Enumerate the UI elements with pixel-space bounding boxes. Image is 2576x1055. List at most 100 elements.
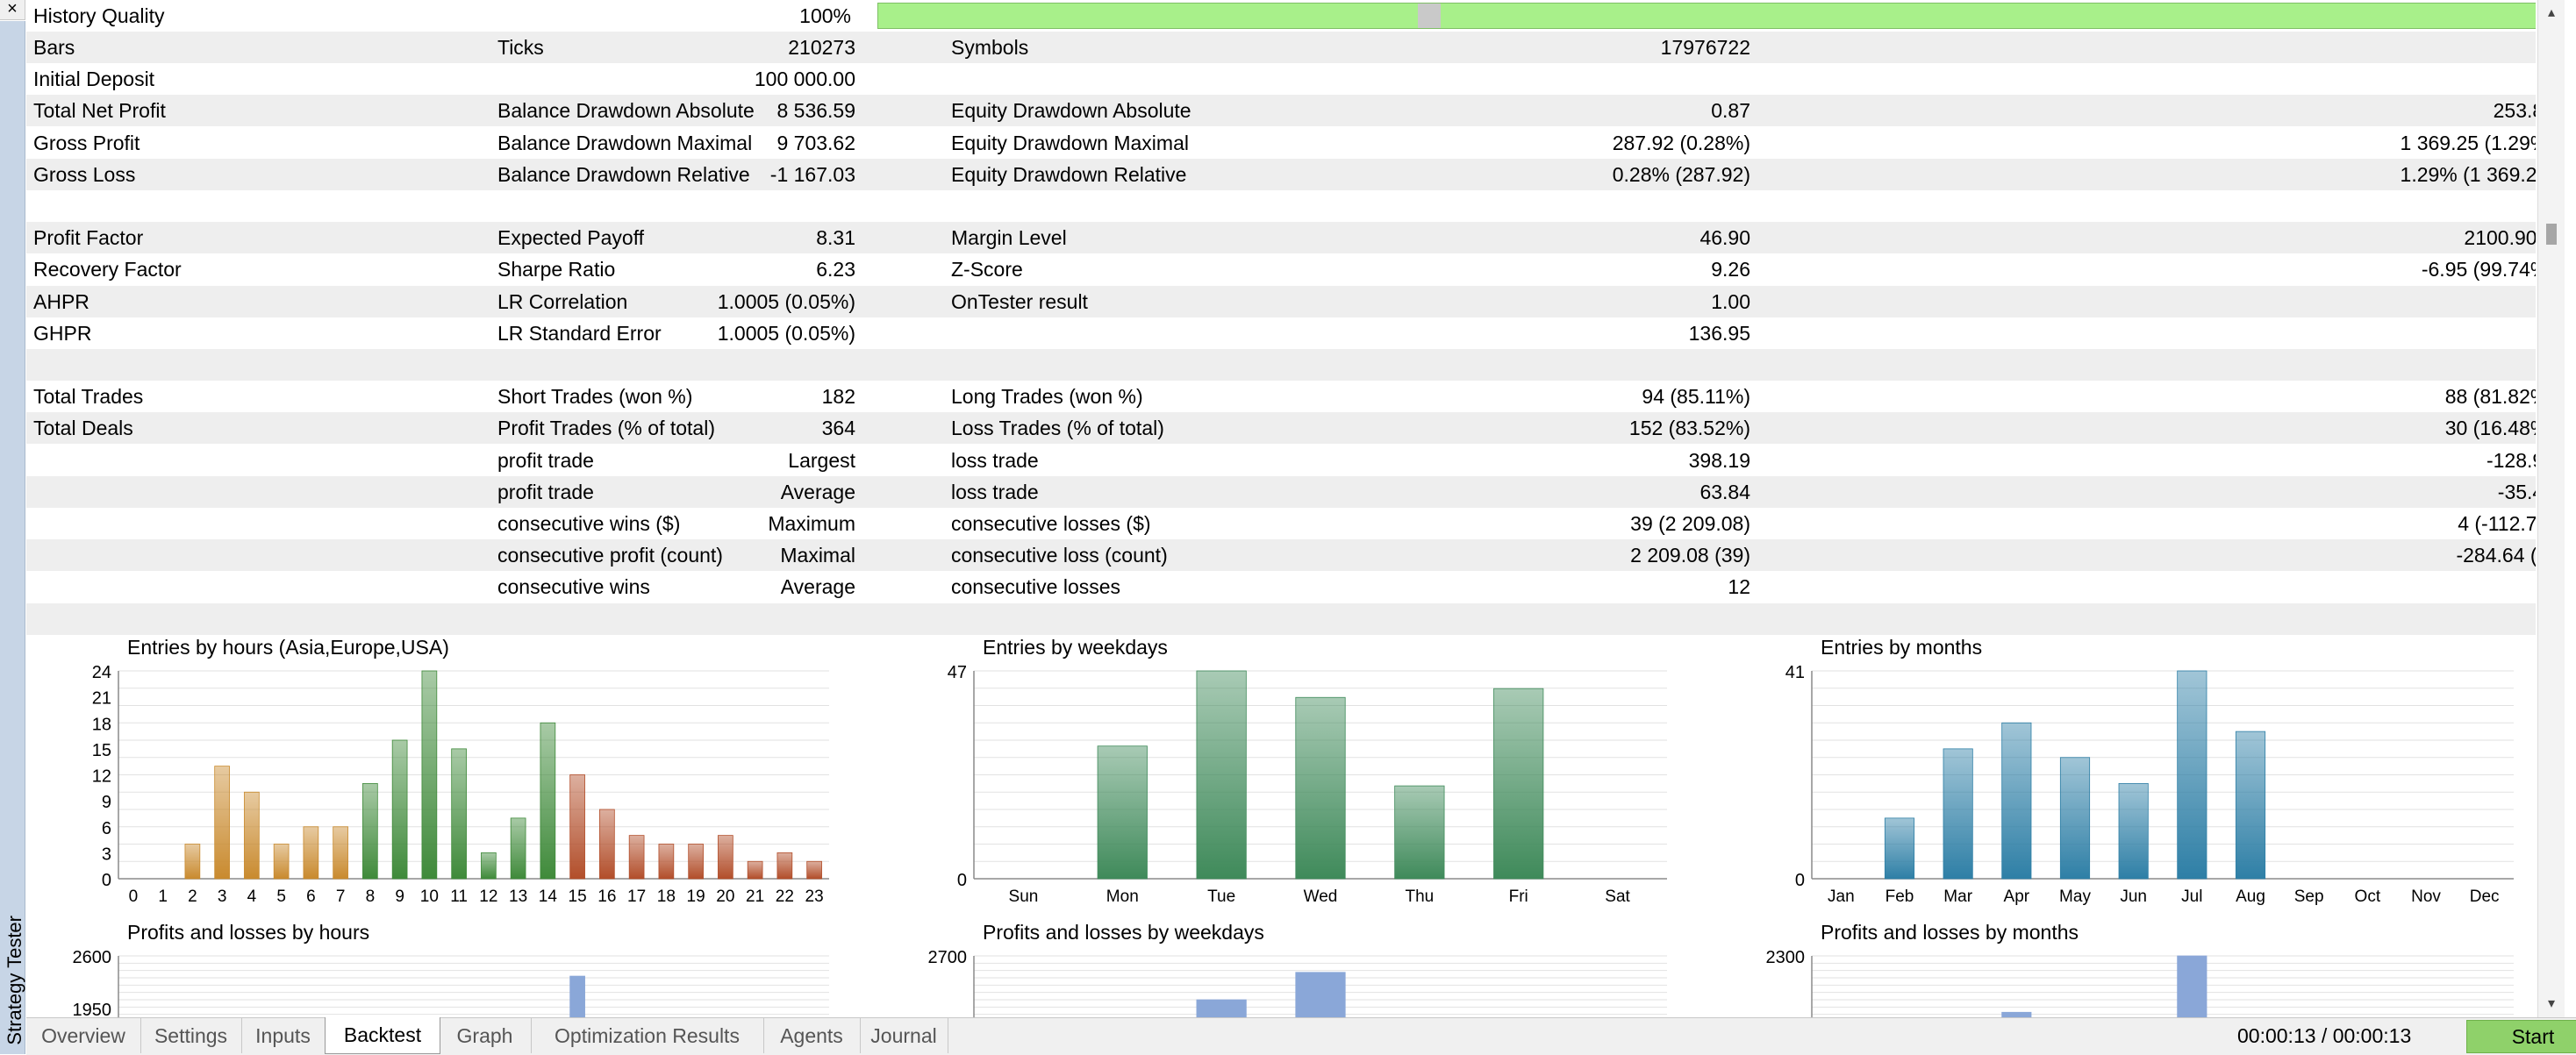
report-cell: Equity Drawdown Relative xyxy=(951,162,1187,186)
bar xyxy=(658,844,675,880)
report-cell: consecutive profit (count) xyxy=(497,544,723,567)
y-tick-label: 6 xyxy=(102,819,111,838)
bar xyxy=(2001,1011,2032,1017)
y-tick-label: 0 xyxy=(957,871,967,890)
y-tick-label: 2600 xyxy=(73,948,112,967)
tab-graph[interactable]: Graph xyxy=(439,1018,532,1053)
report-cell: Equity Drawdown Absolute xyxy=(951,99,1191,123)
y-tick-label: 1950 xyxy=(73,1001,112,1017)
report-cell: 1.00 xyxy=(1711,289,1750,313)
y-tick-label: 41 xyxy=(1785,663,1805,682)
bar xyxy=(362,782,378,880)
x-tick-label: 9 xyxy=(395,887,404,906)
report-scrollbar[interactable]: ▴ ▾ xyxy=(2537,0,2565,1017)
report-row xyxy=(26,190,2536,222)
report-cell: 2 209.08 (39) xyxy=(1630,544,1750,567)
report-cell: 1 369.25 (1.29%) xyxy=(2400,131,2536,154)
backtest-report: History Quality 100% Bars 210273 Ticks 1797… xyxy=(26,0,2536,1017)
report-row: Gross Loss -1 167.03 Balance Drawdown Rela… xyxy=(26,158,2536,190)
tab-inputs[interactable]: Inputs xyxy=(241,1018,326,1053)
report-cell: LR Correlation xyxy=(497,289,628,313)
report-row: Bars 210273 Ticks 17976722 Symbols1 xyxy=(26,32,2536,63)
bar xyxy=(1394,785,1445,880)
x-tick-label: Sep xyxy=(2294,887,2324,906)
chart-panel: Profits and losses by hours 2600 1950 xyxy=(53,921,842,1017)
chart-panel: Profits and losses by weekdays 2700 xyxy=(904,921,1693,1017)
x-tick-label: 4 xyxy=(247,887,257,906)
tab-agents[interactable]: Agents xyxy=(763,1018,861,1053)
x-tick-label: Sat xyxy=(1605,887,1630,906)
y-tick-label: 3 xyxy=(102,845,111,864)
report-cell: Short Trades (won %) xyxy=(497,385,693,409)
x-tick-label: 21 xyxy=(746,887,764,906)
scroll-thumb[interactable] xyxy=(2546,224,2557,245)
history-quality-progress-bar xyxy=(877,3,2536,29)
x-tick-label: 16 xyxy=(597,887,616,906)
chart-title: Profits and losses by months xyxy=(1821,921,2079,944)
chart-svg: 2300 xyxy=(1766,948,2514,1017)
strategy-tester-side-tab[interactable]: Strategy Tester xyxy=(0,21,25,1054)
x-tick-label: 6 xyxy=(306,887,316,906)
report-cell: consecutive losses xyxy=(951,575,1121,599)
bar xyxy=(391,739,408,880)
x-tick-label: Sun xyxy=(1009,887,1039,906)
history-quality-row: History Quality 100% xyxy=(26,0,2536,32)
x-tick-label: 1 xyxy=(158,887,168,906)
history-quality-value: 100% xyxy=(799,4,851,27)
tab-settings[interactable]: Settings xyxy=(140,1018,242,1053)
report-cell: 63.84 xyxy=(1699,480,1750,503)
bar xyxy=(1196,670,1247,880)
scroll-up-icon[interactable]: ▴ xyxy=(2547,5,2556,20)
bar xyxy=(776,852,793,880)
report-cell: profit trade xyxy=(497,448,594,472)
x-tick-label: 12 xyxy=(479,887,497,906)
report-cell: Z-Score xyxy=(951,258,1023,282)
report-cell: Largest xyxy=(788,448,855,472)
chart-title: Entries by months xyxy=(1821,636,1983,659)
report-cell: 12 xyxy=(1728,575,1750,599)
start-button[interactable]: Start xyxy=(2466,1020,2576,1053)
elapsed-timer: 00:00:13 / 00:00:13 xyxy=(2237,1024,2412,1047)
bar xyxy=(2177,670,2207,880)
report-cell: profit trade xyxy=(497,480,594,503)
chart-panel: Profits and losses by months 2300 xyxy=(1750,921,2536,1017)
close-panel-button[interactable]: × xyxy=(0,0,25,20)
report-cell: loss trade xyxy=(951,480,1039,503)
report-cell: 94 (85.11%) xyxy=(1642,385,1750,409)
bar xyxy=(244,791,260,880)
bar xyxy=(599,809,615,880)
report-cell: Ticks xyxy=(497,36,544,59)
report-cell: Symbols xyxy=(951,36,1029,59)
bar xyxy=(1295,696,1346,880)
bar xyxy=(1884,817,1915,880)
report-row: Maximum consecutive wins ($) 39 (2 209.08)… xyxy=(26,508,2536,539)
bar xyxy=(2118,782,2149,880)
report-cell: 210273 xyxy=(788,36,855,59)
tab-journal[interactable]: Journal xyxy=(860,1018,948,1053)
x-tick-label: 19 xyxy=(687,887,705,906)
tab-backtest[interactable]: Backtest xyxy=(325,1017,440,1054)
report-cell: Maximal xyxy=(780,544,855,567)
y-tick-label: 0 xyxy=(102,871,111,890)
bar xyxy=(1196,999,1247,1017)
report-cell: 182 xyxy=(821,385,855,409)
scroll-down-icon[interactable]: ▾ xyxy=(2547,996,2556,1011)
report-cell: Gross Profit xyxy=(33,131,140,154)
bar xyxy=(540,722,556,880)
report-cell: 6.23 xyxy=(816,258,855,282)
x-tick-label: Tue xyxy=(1207,887,1235,906)
x-tick-label: Oct xyxy=(2355,887,2381,906)
chart-title: Profits and losses by weekdays xyxy=(983,921,1264,944)
tab-optimization-results[interactable]: Optimization Results xyxy=(531,1018,764,1053)
report-cell: Average xyxy=(780,480,855,503)
bar xyxy=(569,774,585,880)
x-tick-label: 11 xyxy=(450,887,468,906)
report-cell: -284.64 (3) xyxy=(2456,544,2536,567)
x-tick-label: 15 xyxy=(569,887,587,906)
report-cell: 39 (2 209.08) xyxy=(1630,512,1750,535)
report-cell: 88 (81.82%) xyxy=(2444,385,2536,409)
report-cell: Profit Trades (% of total) xyxy=(497,417,715,440)
tab-overview[interactable]: Overview xyxy=(26,1018,141,1053)
y-tick-label: 12 xyxy=(92,767,111,787)
